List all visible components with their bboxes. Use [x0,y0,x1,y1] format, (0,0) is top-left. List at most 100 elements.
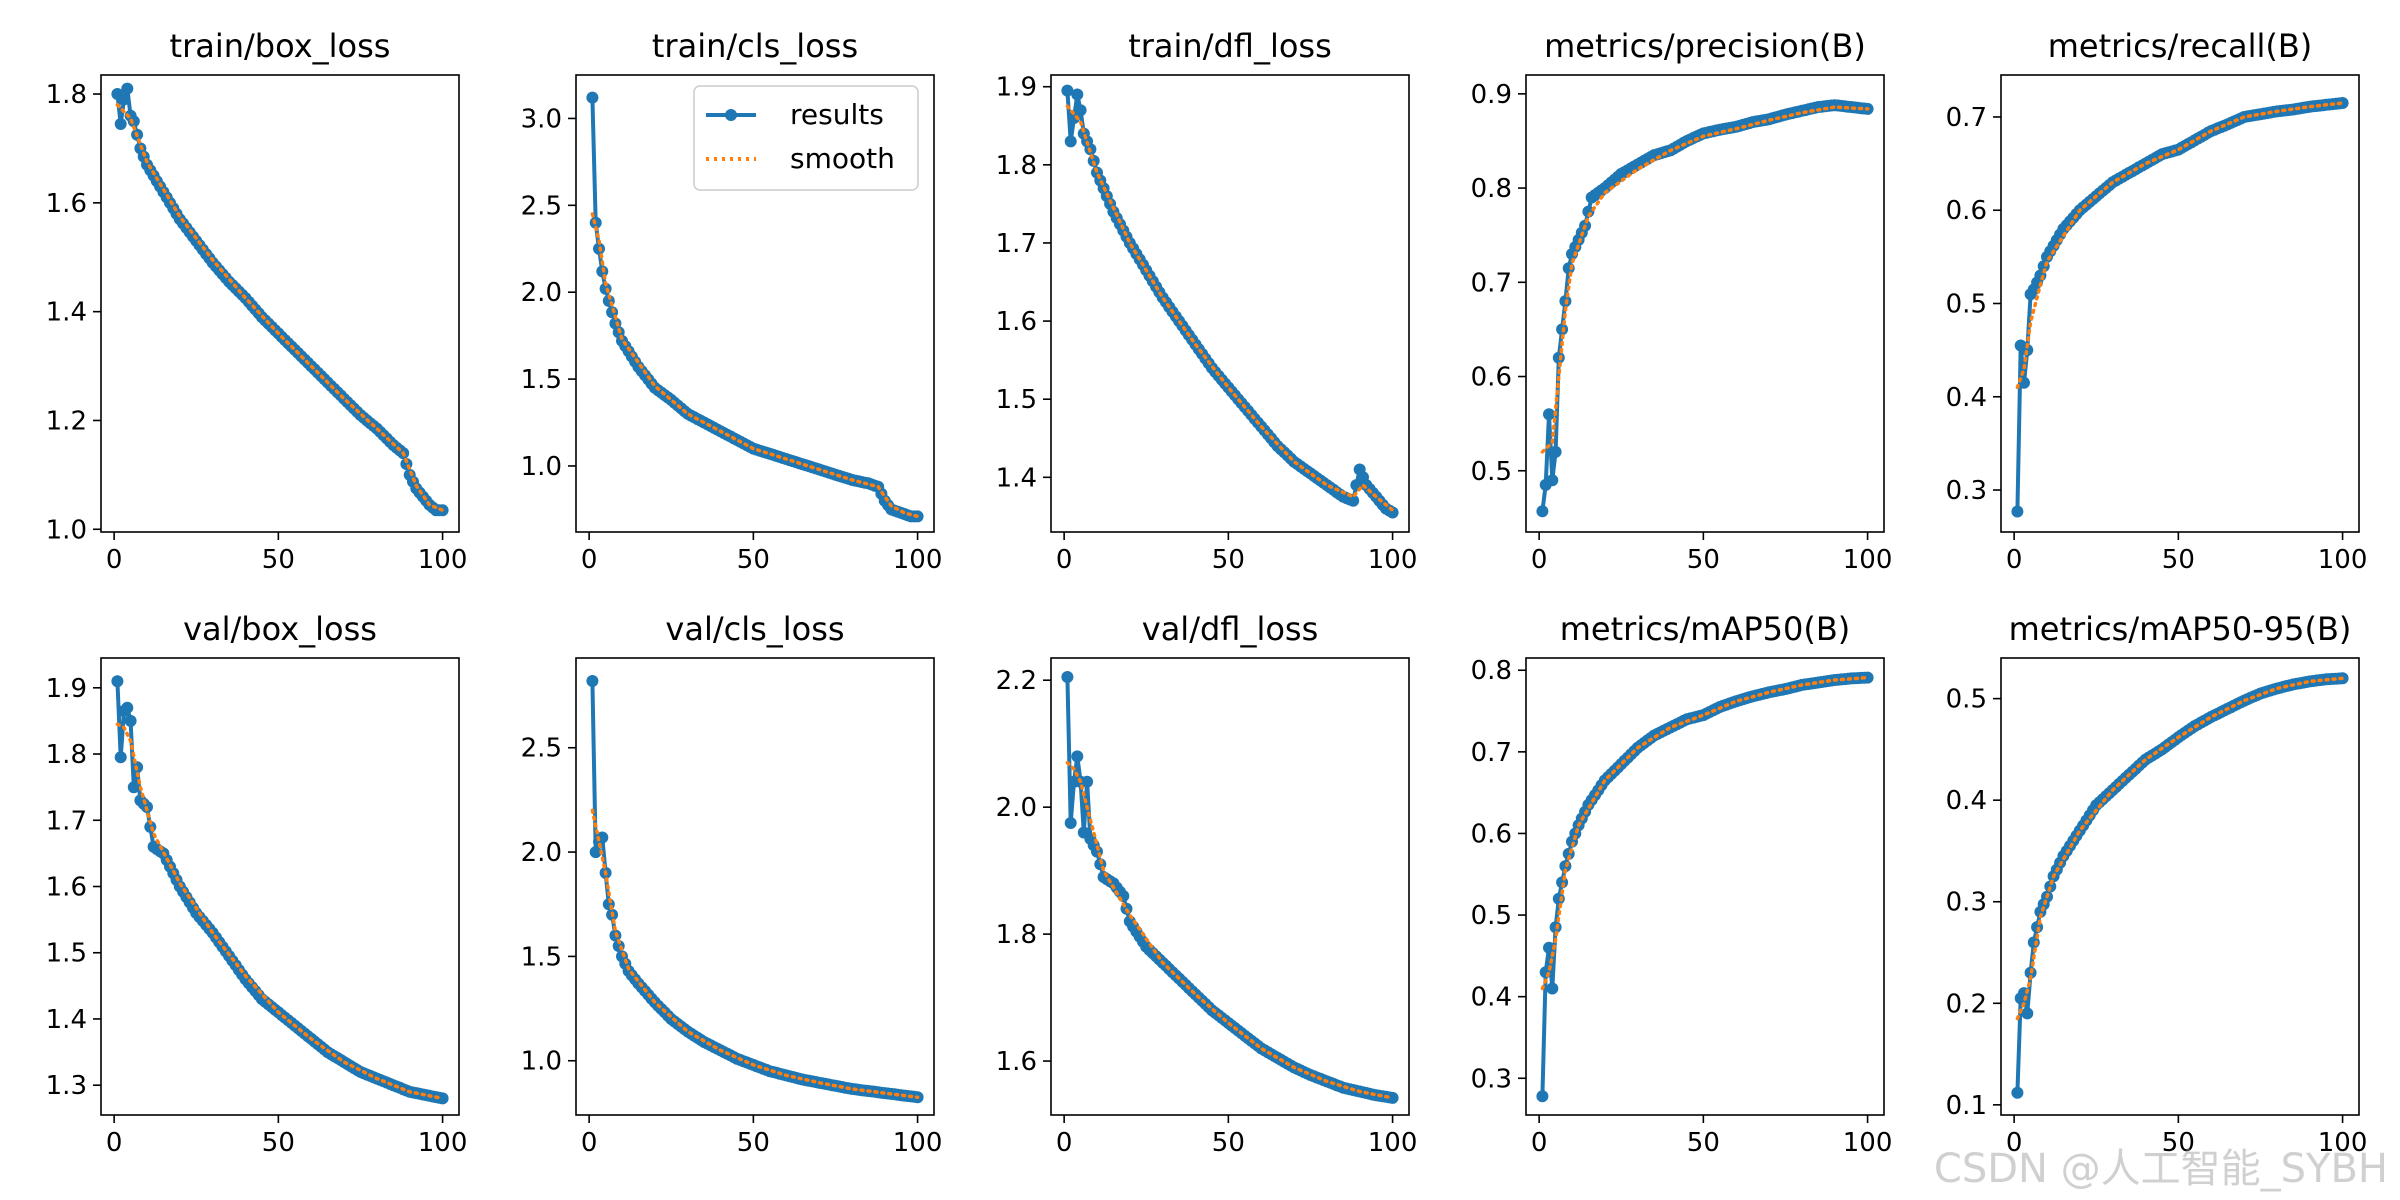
plot-frame [1050,657,1410,1116]
plot-frame [1525,74,1885,533]
y-tick-label: 0.6 [1946,196,1987,226]
chart-metrics-precision-b: metrics/precision(B) 0 50 100 0.5 0.6 0.7 0.8 0.… [1471,27,1893,575]
results-point [1064,817,1077,829]
x-tick-label: 0 [106,1128,123,1158]
chart-title: val/dfl_loss [1142,610,1319,648]
results-line [115,681,443,1101]
y-tick-label: 1.6 [996,1047,1037,1077]
results-point [1546,982,1559,995]
y-tick-label: 2.5 [521,191,562,221]
y-tick-label: 1.8 [46,740,87,770]
results-point [2021,344,2034,357]
y-tick-label: 0.5 [1471,457,1512,487]
results-point [118,93,130,106]
x-tick-label: 0 [1531,1128,1548,1158]
plot-frame [2000,657,2360,1116]
results-line [2015,101,2343,512]
results-point [1549,445,1562,458]
results-point [1536,1090,1549,1103]
legend-results-marker [725,109,737,121]
legend: results smooth [693,85,919,191]
y-tick-label: 1.6 [46,189,87,219]
results-point [1064,135,1077,148]
results-point [127,781,140,794]
x-tick-label: 50 [2162,545,2195,575]
y-tick-label: 1.5 [996,385,1037,415]
y-tick-label: 0.5 [1946,290,1987,320]
x-tick-label: 0 [1056,1128,1073,1158]
x-tick-label: 50 [1687,1128,1720,1158]
y-tick-label: 1.8 [46,80,87,110]
results-point [586,675,599,687]
y-tick-label: 1.8 [996,920,1037,950]
y-tick-label: 1.0 [521,452,562,482]
y-tick-label: 0.8 [1471,174,1512,204]
chart-title: train/cls_loss [652,27,858,65]
x-tick-label: 100 [2318,1128,2368,1158]
y-tick-label: 1.0 [521,1047,562,1077]
y-tick-label: 0.4 [1946,786,1987,816]
y-tick-label: 1.6 [996,307,1037,337]
y-tick-label: 0.2 [1946,989,1987,1019]
legend-frame [693,85,919,191]
plot-frame [1050,74,1410,533]
chart-title: metrics/mAP50-95(B) [2009,610,2352,648]
chart-title: metrics/recall(B) [2048,27,2313,65]
results-line [590,680,918,1100]
results-point [1861,671,1874,684]
x-tick-label: 100 [1843,545,1893,575]
y-tick-label: 0.6 [1471,819,1512,849]
x-tick-label: 50 [262,1128,295,1158]
results-point [111,675,124,688]
results-point [589,846,602,859]
x-tick-label: 100 [418,545,468,575]
smooth-line [590,212,920,519]
chart-title: metrics/precision(B) [1544,27,1866,65]
y-tick-label: 0.3 [1946,476,1987,506]
y-tick-label: 1.7 [46,806,87,836]
y-tick-label: 0.5 [1471,901,1512,931]
results-point [2011,505,2024,518]
results-point [1071,750,1084,763]
x-tick-label: 50 [1212,545,1245,575]
results-point [1543,408,1555,421]
plot-frame [100,657,460,1116]
y-tick-label: 2.0 [521,278,562,308]
x-tick-label: 0 [581,1128,598,1158]
results-point [1061,84,1074,97]
x-tick-label: 0 [2006,545,2023,575]
chart-title: val/box_loss [183,610,377,648]
y-tick-label: 0.3 [1946,888,1987,918]
x-tick-label: 50 [737,1128,770,1158]
x-tick-label: 50 [2162,1128,2195,1158]
results-point [1074,104,1087,117]
y-tick-label: 0.9 [1471,80,1512,110]
chart-metrics-map50-b: metrics/mAP50(B) 0 50 100 0.3 0.4 0.5 0.6 0.7 0.8 [1471,610,1893,1158]
results-point [1552,892,1565,905]
legend-results-label: results [790,98,884,131]
y-tick-label: 1.0 [46,515,87,545]
results-point [2011,1086,2024,1099]
results-point [1071,88,1084,101]
smooth-line [1540,105,1870,454]
chart-val-box-loss: val/box_loss 0 50 100 1.3 1.4 1.5 1.6 1.7 1.8 1.9 [46,610,468,1158]
y-tick-label: 1.7 [996,229,1037,259]
results-point [2336,97,2349,109]
x-tick-label: 0 [2006,1128,2023,1158]
y-tick-label: 0.7 [1471,738,1512,768]
results-point [1061,671,1074,683]
chart-val-dfl-loss: val/dfl_loss 0 50 100 1.6 1.8 2.0 2.2 [996,610,1418,1158]
x-tick-label: 100 [1368,545,1418,575]
y-tick-label: 1.5 [521,365,562,395]
results-point [2021,1007,2034,1020]
results-point [1081,775,1094,788]
chart-train-box-loss: train/box_loss 0 50 100 1.0 1.2 1.4 1.6 1.8 [46,27,468,575]
chart-metrics-recall-b: metrics/recall(B) 0 50 100 0.3 0.4 0.5 0.6 0.7 [1946,27,2368,575]
chart-train-cls-loss: train/cls_loss 0 50 100 1.0 1.5 2.0 2.5 3.0 [521,27,943,575]
results-point [1536,505,1549,518]
results-point [436,1092,449,1105]
smooth-line [1540,675,1870,991]
csdn-watermark: CSDN @人工智能_SYBH [1933,1146,2388,1192]
plot-frame [100,74,460,533]
